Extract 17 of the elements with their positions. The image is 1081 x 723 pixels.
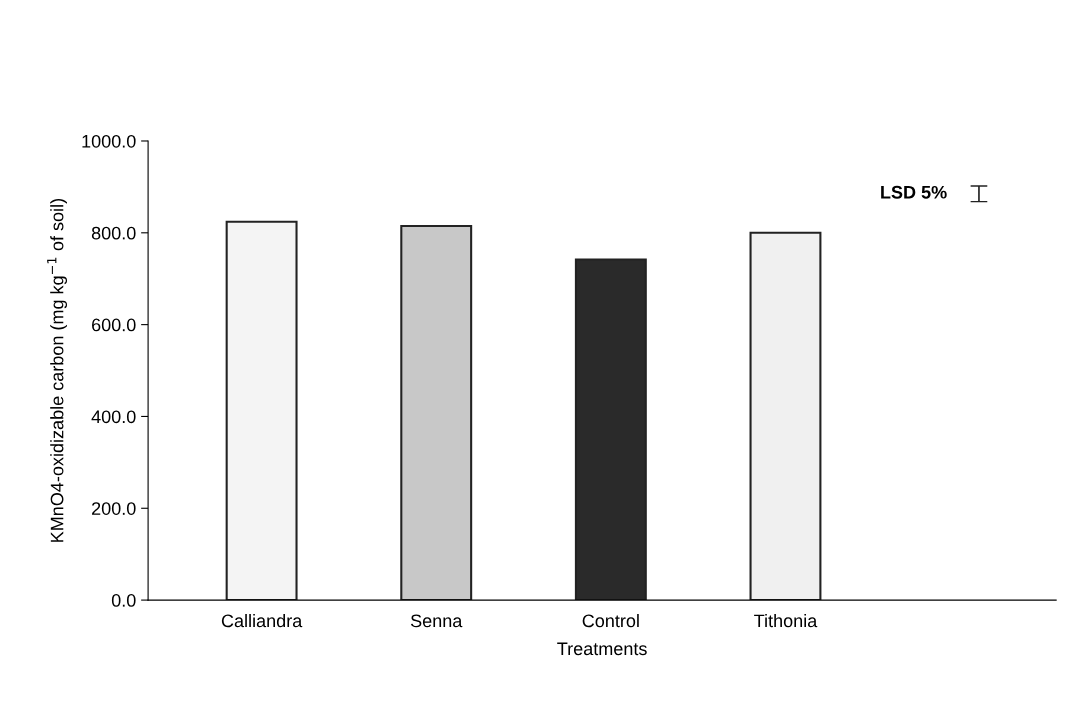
x-tick-label: Senna [410,614,463,628]
x-tick-label: Calliandra [221,613,303,628]
text: LSD 5% [881,185,947,199]
x-tick-label: Tithonia [754,613,818,628]
y-tick-label: 800.0 [91,226,136,240]
y-tick-label: 0.0 [111,594,136,607]
y-tick-label: 400.0 [91,410,136,424]
y-axis-title: KMnO4-oxidizable carbon (mg kg$^{−1}$ of soil) [47,199,68,542]
y-tick-label: 600.0 [92,318,136,332]
y-tick-label: 200.0 [92,502,136,515]
bar [225,220,298,601]
x-tick-label: Control [582,613,639,628]
bar [749,231,822,601]
x-axis-title: Treatments [557,642,647,656]
bar [400,224,473,601]
bar [574,258,647,601]
y-tick-label: 1000.0 [82,134,136,148]
